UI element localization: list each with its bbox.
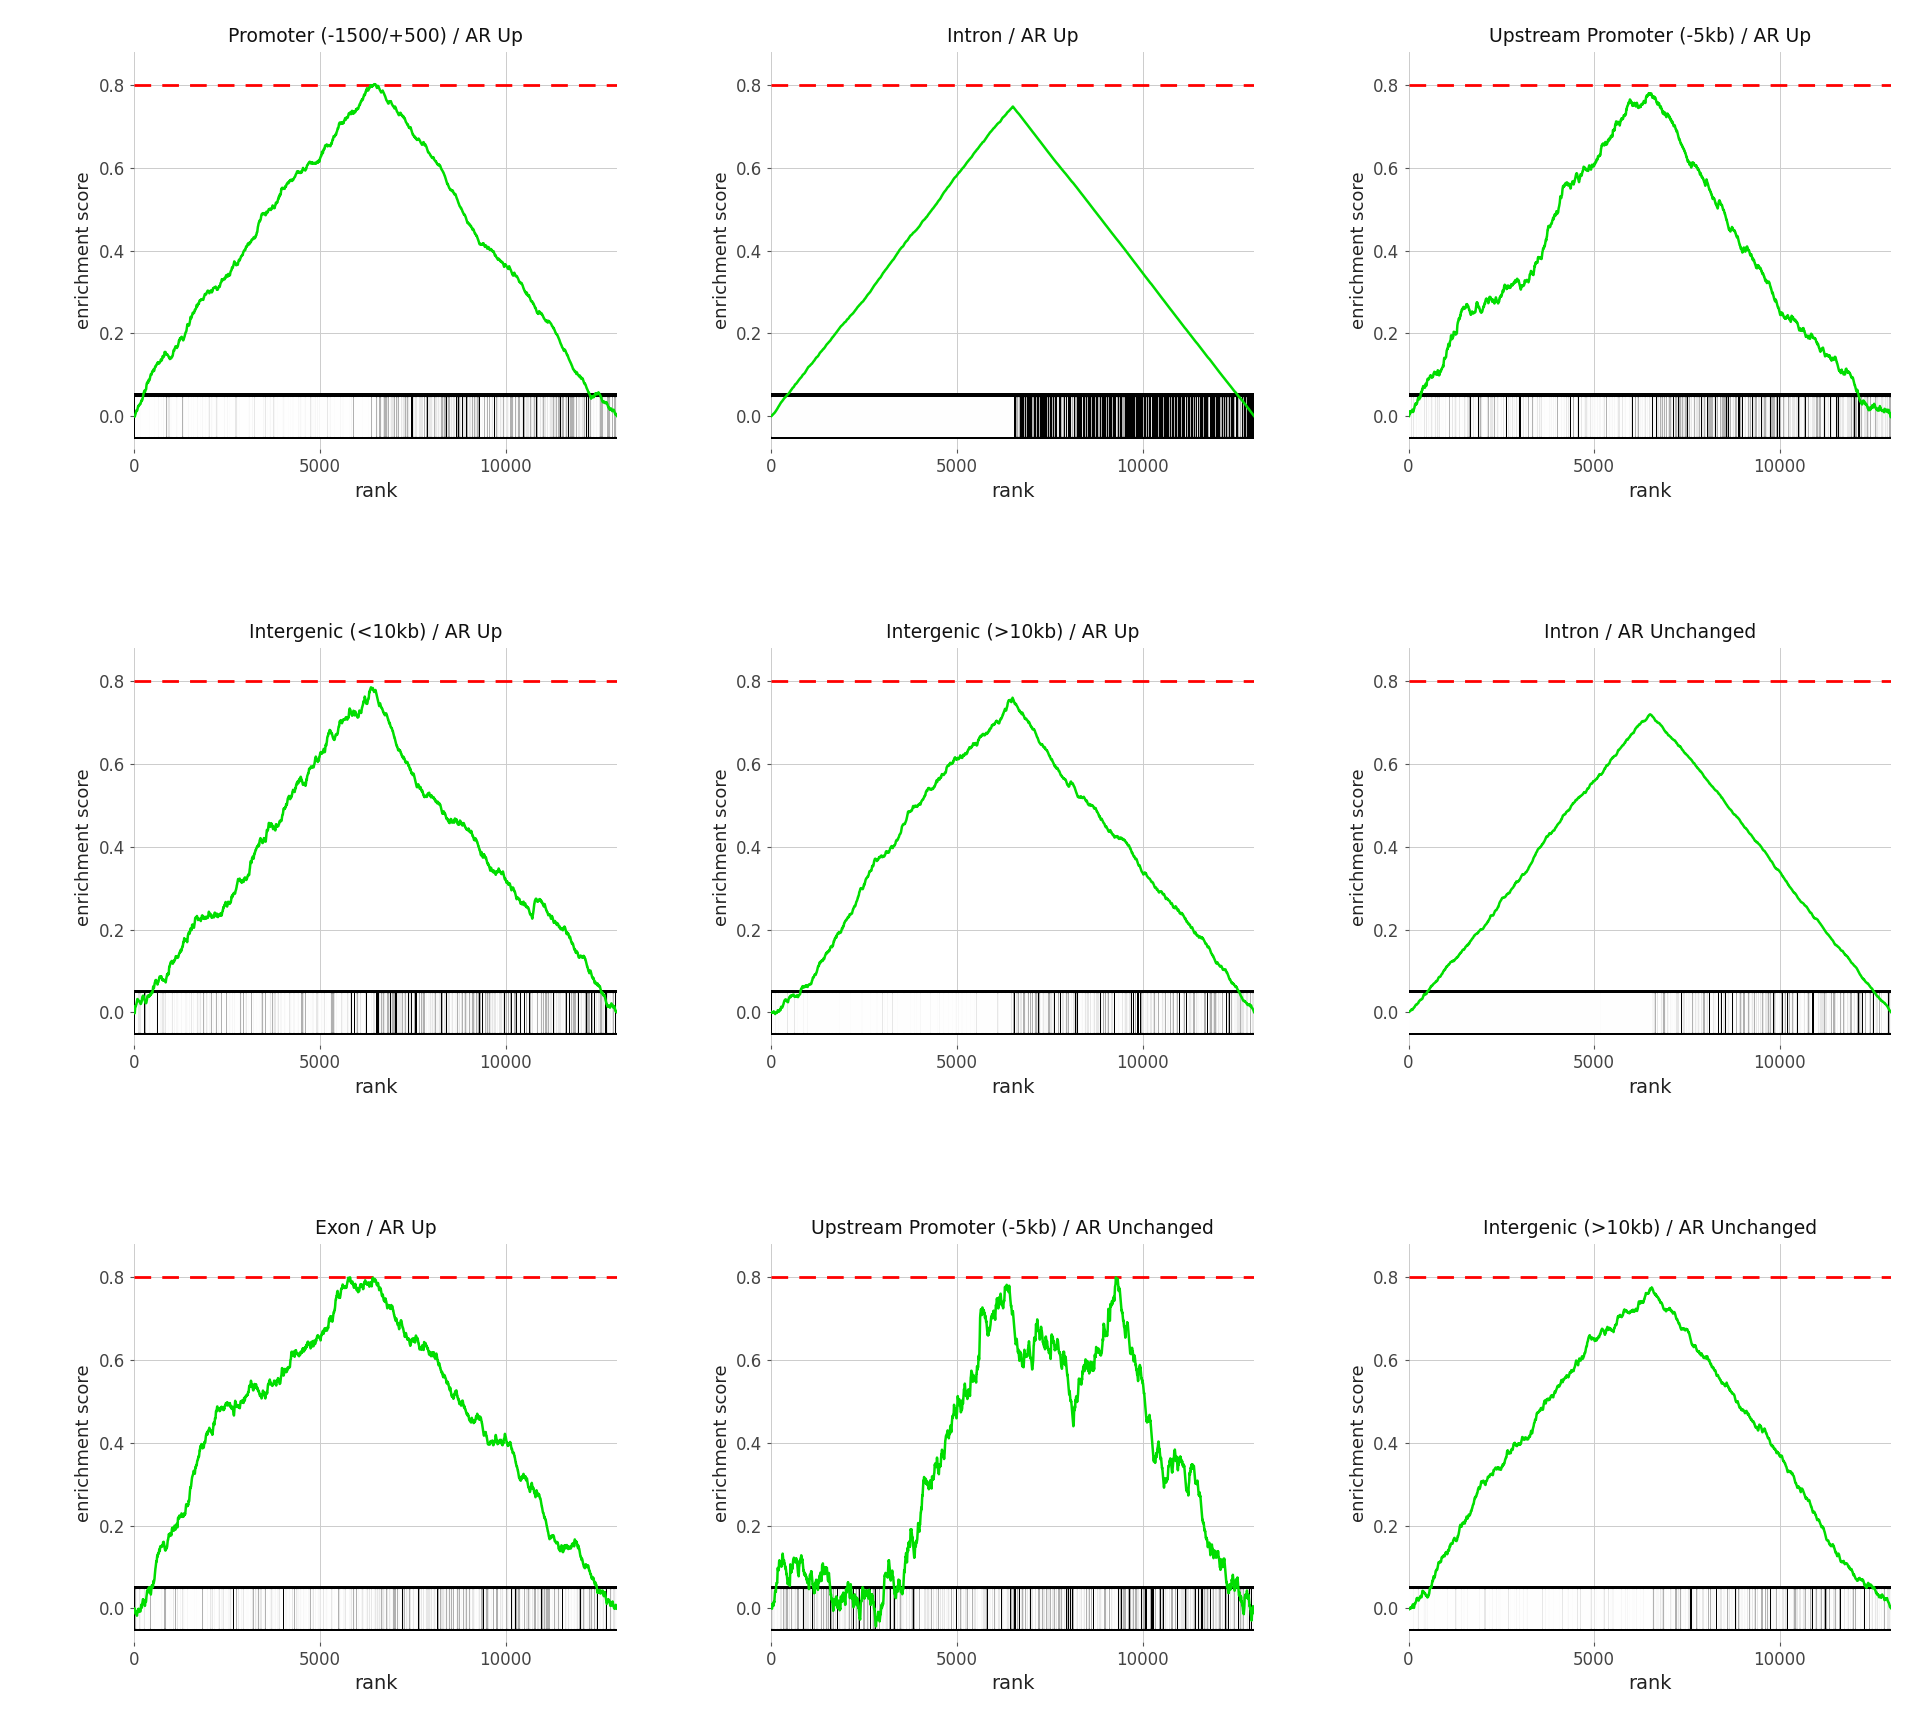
Title: Exon / AR Up: Exon / AR Up xyxy=(315,1220,436,1239)
X-axis label: rank: rank xyxy=(1628,482,1672,501)
Y-axis label: enrichment score: enrichment score xyxy=(712,1363,730,1522)
X-axis label: rank: rank xyxy=(1628,1078,1672,1097)
Y-axis label: enrichment score: enrichment score xyxy=(75,171,94,330)
X-axis label: rank: rank xyxy=(353,1674,397,1693)
Title: Promoter (-1500/+500) / AR Up: Promoter (-1500/+500) / AR Up xyxy=(228,28,522,47)
X-axis label: rank: rank xyxy=(353,482,397,501)
Y-axis label: enrichment score: enrichment score xyxy=(1350,767,1367,926)
Title: Intron / AR Unchanged: Intron / AR Unchanged xyxy=(1544,624,1757,643)
Title: Intergenic (>10kb) / AR Up: Intergenic (>10kb) / AR Up xyxy=(887,624,1139,643)
Title: Intergenic (<10kb) / AR Up: Intergenic (<10kb) / AR Up xyxy=(250,624,503,643)
Y-axis label: enrichment score: enrichment score xyxy=(712,171,730,330)
Title: Intron / AR Up: Intron / AR Up xyxy=(947,28,1079,47)
Y-axis label: enrichment score: enrichment score xyxy=(75,767,94,926)
Y-axis label: enrichment score: enrichment score xyxy=(75,1363,94,1522)
Title: Upstream Promoter (-5kb) / AR Unchanged: Upstream Promoter (-5kb) / AR Unchanged xyxy=(812,1220,1213,1239)
X-axis label: rank: rank xyxy=(991,1078,1035,1097)
X-axis label: rank: rank xyxy=(991,482,1035,501)
Y-axis label: enrichment score: enrichment score xyxy=(1350,171,1367,330)
X-axis label: rank: rank xyxy=(353,1078,397,1097)
X-axis label: rank: rank xyxy=(991,1674,1035,1693)
Title: Upstream Promoter (-5kb) / AR Up: Upstream Promoter (-5kb) / AR Up xyxy=(1488,28,1811,47)
Y-axis label: enrichment score: enrichment score xyxy=(1350,1363,1367,1522)
Title: Intergenic (>10kb) / AR Unchanged: Intergenic (>10kb) / AR Unchanged xyxy=(1482,1220,1816,1239)
X-axis label: rank: rank xyxy=(1628,1674,1672,1693)
Y-axis label: enrichment score: enrichment score xyxy=(712,767,730,926)
